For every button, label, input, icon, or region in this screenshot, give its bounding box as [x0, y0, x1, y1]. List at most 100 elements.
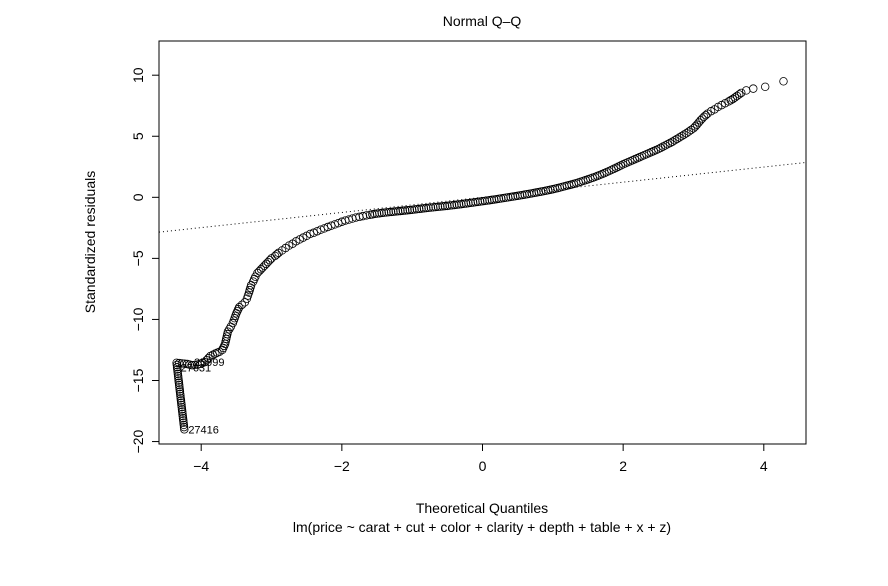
data-point: [393, 207, 403, 216]
data-point: [475, 197, 485, 206]
x-tick-label: 2: [619, 458, 627, 474]
data-point: [370, 209, 379, 219]
data-point: [614, 162, 623, 171]
data-point: [396, 206, 405, 216]
data-point: [272, 250, 281, 259]
data-point: [728, 94, 738, 104]
x-tick-label: 0: [479, 458, 487, 474]
data-point: [701, 110, 710, 120]
data-point: [379, 208, 389, 217]
y-tick-label: 5: [130, 132, 146, 140]
data-point: [679, 130, 689, 139]
data-point: [724, 97, 733, 106]
data-point: [742, 86, 751, 95]
data-point: [623, 158, 633, 167]
data-point: [213, 348, 222, 357]
data-point: [405, 205, 415, 215]
data-point: [644, 148, 654, 158]
data-point: [682, 129, 691, 138]
data-point: [497, 194, 506, 203]
y-axis: −20 −15 −10 −5 0 5 10: [130, 67, 160, 453]
data-point: [377, 208, 386, 218]
data-point: [417, 204, 426, 213]
y-tick-label: −10: [130, 307, 146, 331]
data-point: [609, 164, 618, 174]
data-point: [452, 200, 461, 209]
reference-line-group: [158, 161, 807, 233]
point-annotation: 27416: [188, 424, 219, 436]
data-point: [461, 199, 471, 208]
data-point: [400, 206, 410, 215]
data-point: [407, 205, 417, 214]
data-point: [426, 203, 436, 212]
y-tick-label: −20: [130, 429, 146, 453]
data-point: [445, 201, 454, 210]
data-point: [518, 190, 527, 200]
data-point: [375, 209, 384, 218]
data-point: [204, 353, 213, 363]
y-tick-label: 10: [130, 67, 146, 83]
data-point: [468, 198, 478, 207]
point-annotation: 25999: [194, 357, 225, 369]
data-point: [663, 139, 672, 149]
data-point: [611, 163, 621, 172]
data-point: [684, 127, 693, 136]
data-point: [672, 134, 682, 144]
data-point: [243, 291, 253, 300]
data-point: [424, 203, 433, 213]
data-point: [320, 224, 329, 233]
data-point: [431, 202, 440, 212]
data-point: [415, 204, 424, 214]
reference-line: [158, 161, 807, 233]
data-point: [737, 88, 746, 98]
data-point: [440, 201, 450, 211]
data-point: [595, 170, 604, 180]
x-axis-subtitle: lm(price ~ carat + cut + color + clarity…: [293, 519, 671, 535]
data-point: [656, 143, 665, 153]
y-tick-label: −15: [130, 368, 146, 392]
y-tick-label: 0: [130, 193, 146, 201]
data-point: [330, 220, 340, 229]
data-point: [665, 138, 675, 148]
x-axis-label: Theoretical Quantiles: [416, 500, 548, 516]
data-point: [734, 90, 744, 99]
data-point: [185, 360, 194, 369]
data-point: [504, 193, 513, 202]
data-point: [211, 349, 220, 358]
data-point: [637, 152, 647, 161]
data-point: [616, 161, 626, 170]
data-point: [761, 82, 770, 91]
y-tick-label: −5: [130, 250, 146, 266]
data-point: [450, 200, 459, 210]
data-point: [202, 355, 211, 365]
data-point: [447, 201, 457, 210]
point-annotation: 27631: [181, 363, 212, 375]
data-point: [306, 229, 315, 239]
data-point: [234, 303, 244, 312]
x-tick-label: −2: [334, 458, 350, 474]
data-point: [225, 325, 234, 334]
data-point: [265, 256, 274, 265]
data-point: [443, 201, 452, 211]
plot-frame: [158, 40, 807, 445]
data-point: [661, 141, 670, 150]
points-group: [172, 77, 788, 434]
x-tick-label: −4: [193, 458, 209, 474]
data-point: [779, 77, 788, 86]
data-point: [670, 136, 679, 145]
chart-title: Normal Q–Q: [443, 13, 522, 29]
data-point: [732, 91, 742, 101]
data-point: [730, 93, 740, 102]
data-point: [391, 207, 400, 216]
data-point: [438, 202, 447, 211]
data-point: [588, 173, 597, 182]
data-point: [749, 84, 758, 93]
data-point: [316, 225, 325, 234]
data-point: [309, 228, 318, 237]
data-point: [436, 202, 445, 211]
data-point: [677, 131, 686, 141]
data-point: [525, 189, 534, 199]
data-point: [511, 192, 520, 201]
data-point: [398, 206, 407, 215]
